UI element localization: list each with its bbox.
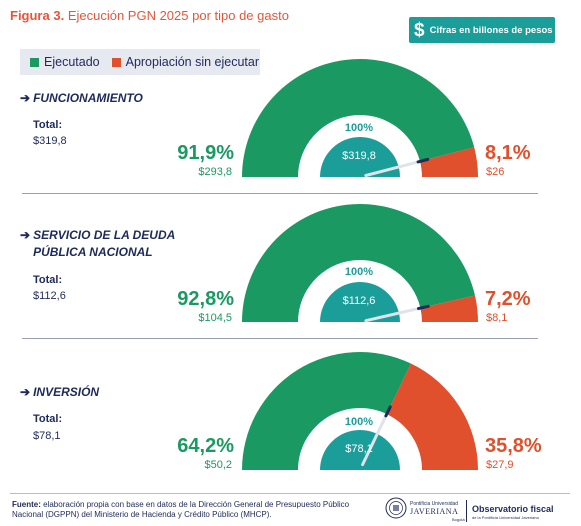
section-title-text: SERVICIO DE LA DEUDA PÚBLICA NACIONAL: [33, 228, 175, 259]
observatorio-subtitle: de la Pontificia Universidad Javeriana: [472, 515, 539, 520]
section-title-funcionamiento: ➔ FUNCIONAMIENTO: [20, 90, 143, 107]
units-badge: $ Cifras en billones de pesos: [409, 17, 555, 43]
source-label: Fuente:: [12, 500, 41, 509]
executed-amount: $50,2: [204, 459, 232, 471]
observatorio-name: Observatorio fiscal: [472, 504, 554, 514]
center-value: $319,8: [342, 150, 376, 162]
executed-amount: $104,5: [198, 312, 232, 324]
gauge-needle: [364, 160, 420, 177]
total-label: Total:: [33, 413, 63, 425]
gauge-unexecuted-arc: [420, 147, 478, 177]
source-text: elaboración propia con base en datos de …: [12, 500, 350, 519]
figure-title: Figura 3. Ejecución PGN 2025 por tipo de…: [10, 8, 289, 23]
section-title-servicio-deuda: ➔ SERVICIO DE LA DEUDA PÚBLICA NACIONAL: [20, 227, 183, 261]
gauge-unexecuted-arc: [386, 363, 478, 470]
section-title-inversion: ➔ INVERSIÓN: [20, 384, 99, 401]
legend-label-unexecuted: Apropiación sin ejecutar: [125, 55, 260, 69]
unexecuted-amount: $27,9: [486, 459, 514, 471]
arrow-icon: ➔: [20, 385, 31, 399]
total-label: Total:: [33, 119, 63, 131]
gauge-needle-tip: [384, 405, 392, 418]
units-text: Cifras en billones de pesos: [429, 24, 553, 36]
legend-swatch-executed: [30, 57, 39, 67]
executed-amount: $293,8: [198, 166, 232, 178]
source-note: Fuente: elaboración propia con base en d…: [12, 500, 382, 520]
unexecuted-amount: $26: [486, 166, 505, 178]
logo-separator: [466, 500, 467, 522]
total-value: $78,1: [33, 430, 61, 442]
unexecuted-percent: 35,8%: [485, 435, 542, 457]
center-value: $78,1: [345, 443, 373, 455]
section-divider: [22, 338, 538, 339]
section-divider: [22, 193, 538, 194]
unexecuted-amount: $8,1: [486, 312, 508, 324]
figure-label: Figura 3.: [10, 8, 65, 23]
center-percent: 100%: [344, 416, 374, 428]
javeriana-seal-logo: [385, 497, 407, 519]
gauge-needle-tip: [416, 157, 430, 164]
footer-divider: [10, 493, 570, 494]
legend-swatch-unexecuted: [111, 57, 121, 67]
legend: Ejecutado Apropiación sin ejecutar: [20, 49, 260, 75]
legend-label-executed: Ejecutado: [44, 55, 100, 69]
arrow-icon: ➔: [20, 228, 31, 242]
total-value: $112,6: [33, 290, 66, 302]
unexecuted-percent: 7,2%: [485, 288, 531, 310]
javeriana-city: Bogotá: [452, 517, 465, 522]
legend-item-unexecuted: Apropiación sin ejecutar: [111, 55, 260, 69]
arrow-icon: ➔: [20, 91, 31, 105]
gauge-needle: [364, 307, 420, 323]
center-percent: 100%: [344, 266, 374, 278]
dollar-icon: $: [414, 19, 425, 41]
section-title-text: FUNCIONAMIENTO: [33, 91, 143, 105]
unexecuted-percent: 8,1%: [485, 142, 531, 164]
center-percent: 100%: [344, 122, 374, 134]
gauge-needle-tip: [416, 304, 430, 311]
total-value: $319,8: [33, 135, 67, 147]
gauge-unexecuted-arc: [420, 295, 478, 322]
javeriana-top-text: Pontificia Universidad: [410, 501, 459, 507]
figure-title-text: Ejecución PGN 2025 por tipo de gasto: [67, 8, 289, 23]
executed-percent: 64,2%: [177, 435, 234, 457]
legend-item-executed: Ejecutado: [30, 55, 100, 69]
javeriana-name: JAVERIANA: [410, 507, 459, 516]
total-label: Total:: [33, 274, 63, 286]
section-title-text: INVERSIÓN: [33, 385, 100, 399]
executed-percent: 91,9%: [177, 142, 234, 164]
center-value: $112,6: [342, 295, 376, 307]
executed-percent: 92,8%: [177, 288, 234, 310]
